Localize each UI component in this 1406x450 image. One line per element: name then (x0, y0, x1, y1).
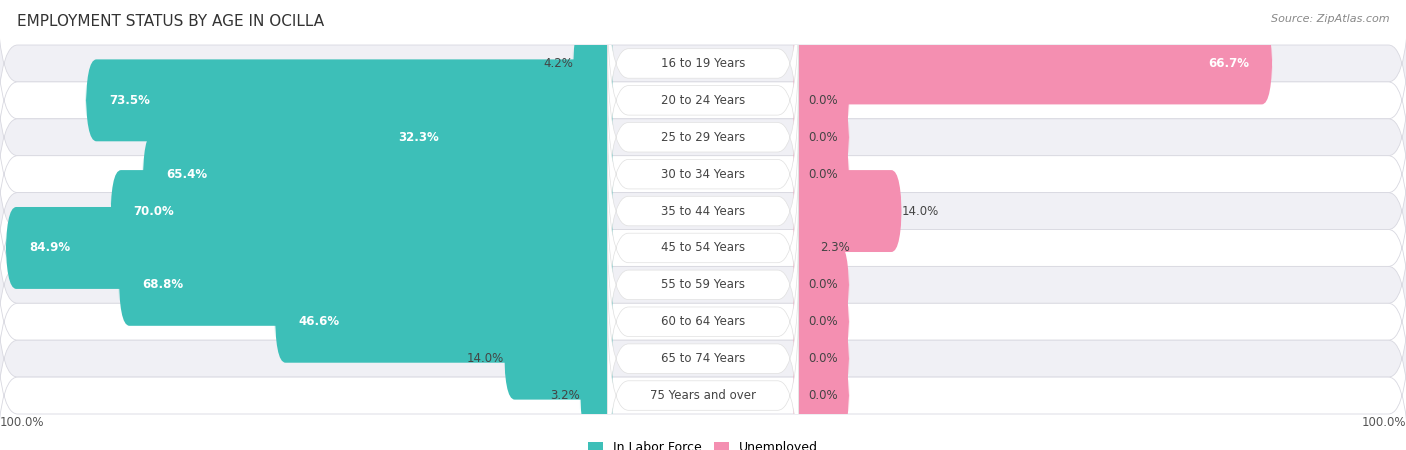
FancyBboxPatch shape (0, 119, 1406, 303)
FancyBboxPatch shape (0, 303, 1406, 450)
FancyBboxPatch shape (607, 0, 799, 159)
FancyBboxPatch shape (0, 156, 1406, 340)
Text: 35 to 44 Years: 35 to 44 Years (661, 205, 745, 217)
Text: 0.0%: 0.0% (808, 352, 838, 365)
Text: 30 to 34 Years: 30 to 34 Years (661, 168, 745, 180)
FancyBboxPatch shape (607, 226, 799, 418)
FancyBboxPatch shape (793, 355, 849, 436)
Text: 14.0%: 14.0% (903, 205, 939, 217)
Text: 75 Years and over: 75 Years and over (650, 389, 756, 402)
Text: 14.0%: 14.0% (467, 352, 503, 365)
FancyBboxPatch shape (6, 207, 613, 289)
Text: 70.0%: 70.0% (134, 205, 174, 217)
Text: 45 to 54 Years: 45 to 54 Years (661, 242, 745, 254)
FancyBboxPatch shape (276, 281, 614, 363)
Legend: In Labor Force, Unemployed: In Labor Force, Unemployed (583, 436, 823, 450)
FancyBboxPatch shape (574, 22, 614, 104)
Text: 32.3%: 32.3% (399, 131, 439, 144)
FancyBboxPatch shape (607, 4, 799, 196)
Text: 2.3%: 2.3% (820, 242, 849, 254)
Text: 68.8%: 68.8% (142, 279, 183, 291)
Text: 60 to 64 Years: 60 to 64 Years (661, 315, 745, 328)
Text: 73.5%: 73.5% (110, 94, 150, 107)
FancyBboxPatch shape (0, 82, 1406, 266)
FancyBboxPatch shape (793, 22, 1272, 104)
FancyBboxPatch shape (607, 115, 799, 307)
FancyBboxPatch shape (607, 263, 799, 450)
FancyBboxPatch shape (503, 318, 614, 400)
FancyBboxPatch shape (793, 244, 849, 326)
FancyBboxPatch shape (607, 189, 799, 381)
FancyBboxPatch shape (0, 8, 1406, 193)
FancyBboxPatch shape (793, 207, 820, 289)
FancyBboxPatch shape (120, 244, 613, 326)
FancyBboxPatch shape (110, 170, 613, 252)
FancyBboxPatch shape (793, 170, 903, 252)
Text: 3.2%: 3.2% (550, 389, 581, 402)
Text: 0.0%: 0.0% (808, 131, 838, 144)
Text: 0.0%: 0.0% (808, 389, 838, 402)
Text: Source: ZipAtlas.com: Source: ZipAtlas.com (1271, 14, 1389, 23)
Text: 65 to 74 Years: 65 to 74 Years (661, 352, 745, 365)
Text: 0.0%: 0.0% (808, 315, 838, 328)
Text: 100.0%: 100.0% (0, 416, 45, 429)
FancyBboxPatch shape (86, 59, 613, 141)
Text: 46.6%: 46.6% (298, 315, 339, 328)
Text: 16 to 19 Years: 16 to 19 Years (661, 57, 745, 70)
Text: 66.7%: 66.7% (1208, 57, 1250, 70)
FancyBboxPatch shape (0, 45, 1406, 230)
Text: 100.0%: 100.0% (1361, 416, 1406, 429)
FancyBboxPatch shape (607, 300, 799, 450)
FancyBboxPatch shape (793, 281, 849, 363)
Text: 25 to 29 Years: 25 to 29 Years (661, 131, 745, 144)
FancyBboxPatch shape (793, 96, 849, 178)
FancyBboxPatch shape (581, 355, 614, 436)
Text: 0.0%: 0.0% (808, 168, 838, 180)
FancyBboxPatch shape (0, 230, 1406, 414)
Text: 55 to 59 Years: 55 to 59 Years (661, 279, 745, 291)
FancyBboxPatch shape (793, 59, 849, 141)
Text: EMPLOYMENT STATUS BY AGE IN OCILLA: EMPLOYMENT STATUS BY AGE IN OCILLA (17, 14, 323, 28)
FancyBboxPatch shape (0, 266, 1406, 450)
Text: 0.0%: 0.0% (808, 94, 838, 107)
FancyBboxPatch shape (607, 78, 799, 270)
Text: 4.2%: 4.2% (543, 57, 574, 70)
Text: 20 to 24 Years: 20 to 24 Years (661, 94, 745, 107)
Text: 0.0%: 0.0% (808, 279, 838, 291)
FancyBboxPatch shape (607, 152, 799, 344)
FancyBboxPatch shape (142, 133, 613, 215)
Text: 65.4%: 65.4% (166, 168, 207, 180)
Text: 84.9%: 84.9% (28, 242, 70, 254)
FancyBboxPatch shape (793, 133, 849, 215)
FancyBboxPatch shape (607, 41, 799, 233)
FancyBboxPatch shape (0, 193, 1406, 377)
FancyBboxPatch shape (375, 96, 614, 178)
FancyBboxPatch shape (0, 0, 1406, 156)
FancyBboxPatch shape (793, 318, 849, 400)
